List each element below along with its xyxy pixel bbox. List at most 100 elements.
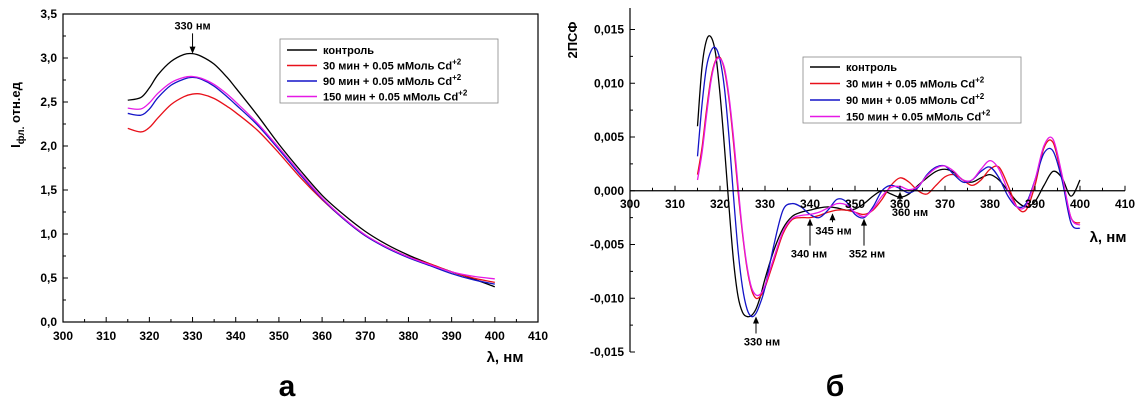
- annotation-label: 330 нм: [174, 20, 210, 32]
- y-tick-label: 3,5: [40, 7, 57, 21]
- legend-label-sup: +2: [975, 92, 985, 101]
- legend-label-main: 150 мин + 0.05 мМоль Cd: [323, 92, 458, 104]
- x-tick-label: 300: [53, 329, 73, 343]
- x-tick-label: 360: [312, 329, 332, 343]
- legend-label-main: 90 мин + 0.05 мМоль Cd: [846, 95, 975, 107]
- x-tick-label: 320: [139, 329, 159, 343]
- chart-a-y-axis-label: Iфл. отн.ед: [8, 81, 27, 148]
- legend-label-sup: +2: [975, 76, 985, 85]
- chart-a-x-axis-label: λ, нм: [487, 349, 524, 366]
- legend-entry: 30 мин + 0.05 мМоль Cd+2: [287, 58, 462, 73]
- chart-b-legend-box: [802, 56, 1022, 124]
- y-tick-label: 1,5: [40, 183, 57, 197]
- annotation-arrow-head: [829, 213, 836, 221]
- legend-label-main: 30 мин + 0.05 мМоль Cd: [323, 61, 452, 73]
- legend-entry: 90 мин + 0.05 мМоль Cd+2: [287, 73, 462, 88]
- y-tick-label: -0,005: [590, 238, 624, 252]
- legend-label-main: контроль: [846, 62, 897, 74]
- x-tick-label: 380: [980, 197, 1000, 211]
- x-tick-label: 410: [528, 329, 548, 343]
- x-tick-label: 310: [665, 197, 685, 211]
- x-tick-label: 370: [355, 329, 375, 343]
- x-tick-label: 410: [1115, 197, 1135, 211]
- chart-b: 300 310 320 330 340 350 360 370 380 390 400 410-0,0…: [565, 8, 1135, 359]
- y-tick-label: 3,0: [40, 51, 57, 65]
- panel-a-caption: а: [279, 370, 296, 403]
- annotation-arrow-head: [807, 218, 813, 226]
- panel-b-caption: б: [826, 370, 845, 403]
- legend-entry: 90 мин + 0.05 мМоль Cd+2: [810, 92, 985, 107]
- legend-label-main: 150 мин + 0.05 мМоль Cd: [846, 112, 981, 124]
- legend-label: 90 мин + 0.05 мМоль Cd+2: [323, 73, 462, 88]
- legend-entry: 30 мин + 0.05 мМоль Cd+2: [810, 76, 985, 91]
- series-line: [127, 75, 495, 280]
- legend-entry: контроль: [810, 62, 897, 74]
- annotation-label: 360 нм: [892, 207, 928, 219]
- legend-label-sup: +2: [981, 109, 991, 118]
- chart-b-x-axis-label: λ, нм: [1090, 229, 1127, 246]
- legend-label-main: контроль: [323, 45, 374, 57]
- x-tick-label: 320: [710, 197, 730, 211]
- legend-label: 150 мин + 0.05 мМоль Cd+2: [846, 109, 991, 124]
- chart-a-annotations: 330 нм: [174, 20, 211, 54]
- annotation-label: 340 нм: [791, 249, 827, 261]
- series-line: [127, 52, 496, 288]
- x-tick-label: 330: [755, 197, 775, 211]
- annotation-label: 330 нм: [744, 336, 780, 348]
- chart-b-annotations: 330 нм 340 нм 345 нм 352 нм 360 нм: [744, 191, 928, 348]
- legend-entry: контроль: [287, 45, 374, 57]
- x-tick-label: 380: [398, 329, 418, 343]
- annotation-arrow-head: [861, 218, 867, 226]
- legend-label: контроль: [846, 62, 897, 74]
- annotation-arrow-head: [753, 316, 759, 324]
- x-tick-label: 390: [1025, 197, 1045, 211]
- legend-label: 30 мин + 0.05 мМоль Cd+2: [846, 76, 985, 91]
- series-line: [127, 76, 495, 285]
- legend-label-main: 30 мин + 0.05 мМоль Cd: [846, 79, 975, 91]
- y-tick-label: 1,0: [40, 227, 57, 241]
- x-tick-label: 370: [935, 197, 955, 211]
- y-tick-label: 0,005: [594, 130, 624, 144]
- y-tick-label: -0,010: [590, 291, 624, 305]
- y-tick-label: 2,0: [40, 139, 57, 153]
- annotation-label: 345 нм: [815, 225, 851, 237]
- annotation-label: 352 нм: [849, 249, 885, 261]
- legend-label: 30 мин + 0.05 мМоль Cd+2: [323, 58, 462, 73]
- y-tick-label: 0,0: [40, 315, 57, 329]
- y-tick-label: 0,5: [40, 271, 57, 285]
- y-tick-label: 0,015: [594, 23, 624, 37]
- series-line: [696, 57, 1081, 297]
- y-tick-label: 0,010: [594, 76, 624, 90]
- y-tick-label: -0,015: [590, 345, 624, 359]
- chart-a-y-axis-label-main: I: [8, 144, 23, 148]
- series-line: [696, 35, 1081, 318]
- chart-a-lines: [127, 52, 496, 288]
- x-tick-label: 340: [226, 329, 246, 343]
- x-tick-label: 310: [96, 329, 116, 343]
- legend-entry: 150 мин + 0.05 мМоль Cd+2: [810, 109, 991, 124]
- legend-label-sup: +2: [452, 58, 462, 67]
- legend-label: контроль: [323, 45, 374, 57]
- x-tick-label: 350: [845, 197, 865, 211]
- x-tick-label: 400: [485, 329, 505, 343]
- chart-a-y-axis-label-sub: фл.: [15, 126, 27, 144]
- x-tick-label: 330: [183, 329, 203, 343]
- legend-entry: 150 мин + 0.05 мМоль Cd+2: [287, 89, 468, 104]
- x-tick-label: 340: [800, 197, 820, 211]
- y-tick-label: 0,000: [594, 184, 624, 198]
- annotation-arrow-head: [189, 46, 196, 54]
- x-tick-label: 300: [620, 197, 640, 211]
- chart-b-y-axis-label: 2ПСФ: [565, 21, 580, 58]
- x-tick-label: 350: [269, 329, 289, 343]
- annotation-arrow-head: [897, 191, 903, 199]
- chart-a-y-axis-label-rest: отн.ед: [8, 81, 23, 126]
- chart-a: 300 310 320 330 340 350 360 370 380 390 400 410 0,0 0…: [8, 7, 548, 366]
- y-tick-label: 2,5: [40, 95, 57, 109]
- legend-label: 150 мин + 0.05 мМоль Cd+2: [323, 89, 468, 104]
- chart-a-ticks: 300 310 320 330 340 350 360 370 380 390 400 410 0,0 0…: [40, 7, 548, 343]
- x-tick-label: 390: [442, 329, 462, 343]
- legend-label-sup: +2: [452, 73, 462, 82]
- x-tick-label: 400: [1070, 197, 1090, 211]
- legend-label-main: 90 мин + 0.05 мМоль Cd: [323, 76, 452, 88]
